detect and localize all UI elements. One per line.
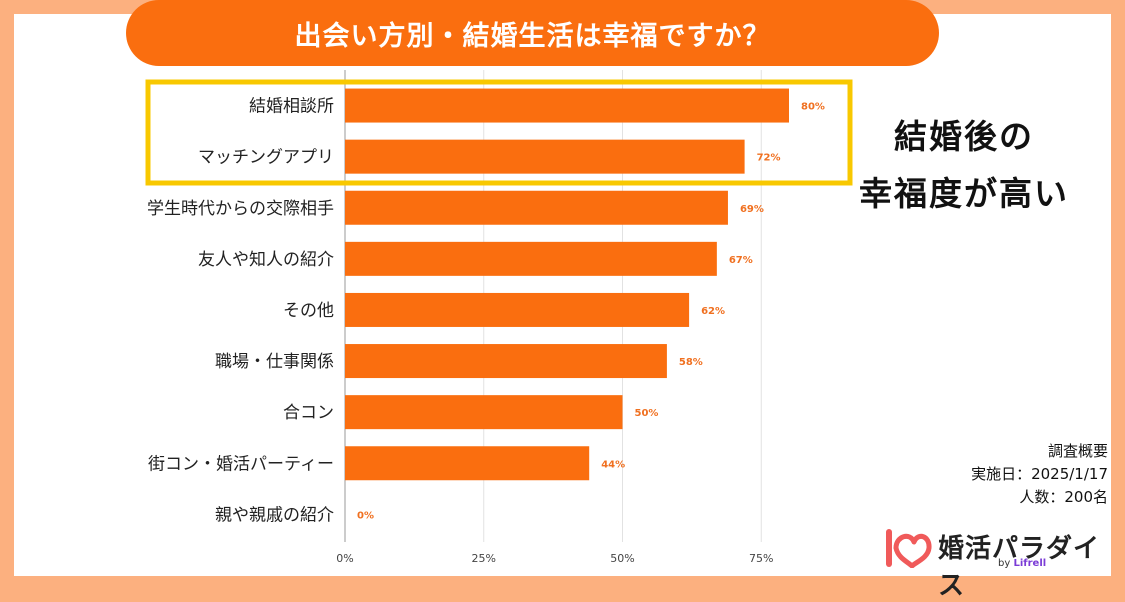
callout-line-2: 幸福度が高い <box>859 174 1069 213</box>
category-label: 親や親戚の紹介 <box>215 505 334 525</box>
heart-logo-icon <box>886 529 932 568</box>
brand-logo: 婚活パラダイス by Lifrell <box>886 526 1106 601</box>
bar <box>345 241 717 276</box>
value-label: 62% <box>701 306 725 317</box>
category-label: 職場・仕事関係 <box>215 352 334 372</box>
chart-title: 出会い方別・結婚生活は幸福ですか？ <box>126 0 939 66</box>
category-label: マッチングアプリ <box>198 148 334 168</box>
logo-brand: Lifrell <box>1013 558 1047 569</box>
bar <box>345 446 590 481</box>
category-label: 合コン <box>283 403 334 423</box>
highlight-box <box>145 79 853 186</box>
survey-date: 実施日：2025/1/17 <box>971 465 1108 483</box>
category-label: 学生時代からの交際相手 <box>147 199 334 219</box>
survey-heading: 調査概要 <box>1047 442 1108 460</box>
x-tick-label: 0% <box>336 552 353 565</box>
bar <box>345 344 667 379</box>
category-label: 街コン・婚活パーティー <box>148 454 334 474</box>
x-tick-label: 50% <box>610 552 634 565</box>
x-tick-label: 25% <box>472 552 496 565</box>
value-label: 0% <box>357 510 374 521</box>
x-tick-label: 75% <box>749 552 773 565</box>
value-label: 44% <box>601 459 625 470</box>
bar <box>345 190 728 225</box>
category-label: 結婚相談所 <box>249 97 334 117</box>
value-label: 67% <box>729 255 753 266</box>
logo-by-text: by <box>998 558 1011 569</box>
bar <box>345 88 789 123</box>
value-label: 72% <box>757 153 781 164</box>
category-label: その他 <box>283 301 334 321</box>
callout-line-1: 結婚後の <box>894 117 1034 156</box>
category-label: 友人や知人の紹介 <box>198 250 334 270</box>
bar <box>345 139 745 174</box>
value-label: 50% <box>635 408 659 419</box>
survey-count: 人数：200名 <box>1019 488 1108 506</box>
value-label: 69% <box>740 204 764 215</box>
survey-summary: 調査概要 実施日：2025/1/17 人数：200名 <box>971 440 1108 509</box>
value-label: 58% <box>679 357 703 368</box>
bar <box>345 395 623 430</box>
callout-text: 結婚後の 幸福度が高い <box>858 108 1070 222</box>
value-label: 80% <box>801 102 825 113</box>
logo-byline: by Lifrell <box>998 558 1046 569</box>
bar <box>345 292 690 327</box>
